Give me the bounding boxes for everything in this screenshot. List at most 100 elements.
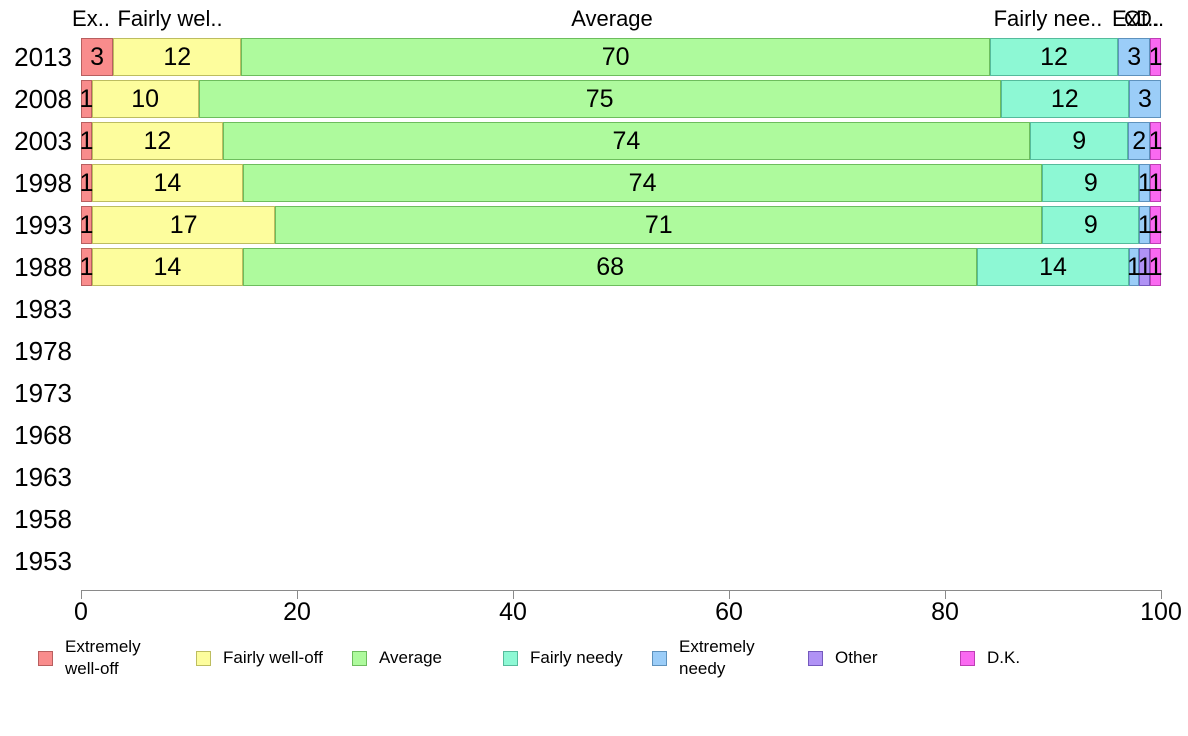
category-label-1963: 1963 — [14, 462, 72, 492]
segment-header-other: Ot.. — [1124, 6, 1160, 31]
bar-segment-average: 74 — [222, 122, 1031, 160]
category-label-2003: 2003 — [14, 126, 72, 156]
segment-value-label: 1 — [1148, 42, 1163, 71]
segment-value-label: 75 — [585, 84, 614, 113]
bar-segment-fairly-needy: 12 — [989, 38, 1119, 76]
bar-segment-fairly-needy: 9 — [1030, 122, 1129, 160]
segment-value-label: 1 — [79, 252, 94, 281]
bar-segment-extremely-needy: 3 — [1118, 38, 1151, 76]
legend-label: Other — [835, 647, 878, 667]
segment-header-extremely-well-off: Ex.. — [72, 6, 110, 31]
x-axis-tick — [945, 590, 946, 599]
legend-item-extremely-needy: Extremely needy — [652, 634, 755, 682]
segment-value-label: 17 — [169, 210, 198, 239]
bar-segment-fairly-needy: 14 — [977, 248, 1129, 286]
legend-item-other: Other — [808, 634, 878, 682]
bar-row-1998: 1 14 74 9 1 1 — [79, 164, 1163, 202]
x-axis-tick — [297, 590, 298, 599]
segment-value-label: 12 — [1040, 42, 1068, 71]
x-axis-tick — [513, 590, 514, 599]
segment-value-label: 1 — [1127, 252, 1141, 281]
bar-segment-extremely-well-off: 1 — [79, 206, 94, 244]
legend-label: Extremely well-off — [65, 636, 141, 678]
category-label-1988: 1988 — [14, 252, 72, 282]
legend-swatch-d-k — [960, 650, 975, 666]
bar-segment-d-k: 1 — [1148, 164, 1163, 202]
segment-header-fairly-well-off: Fairly wel.. — [117, 6, 223, 31]
bar-segment-average: 71 — [275, 206, 1043, 244]
segment-value-label: 1 — [1148, 252, 1163, 281]
segment-value-label: 74 — [628, 168, 657, 197]
legend-swatch-extremely-well-off — [38, 650, 53, 666]
segment-value-label: 12 — [163, 42, 192, 71]
segment-value-label: 3 — [1137, 84, 1152, 113]
segment-value-label: 1 — [1137, 252, 1152, 281]
legend-swatch-extremely-needy — [652, 650, 667, 666]
segment-value-label: 9 — [1083, 168, 1098, 197]
bar-segment-extremely-well-off: 1 — [79, 164, 94, 202]
bar-segment-extremely-well-off: 1 — [79, 248, 94, 286]
x-axis-tick-label: 80 — [931, 598, 959, 626]
bar-segment-extremely-needy: 1 — [1138, 164, 1152, 202]
bar-segment-d-k: 1 — [1148, 248, 1163, 286]
segment-value-label: 3 — [1127, 42, 1142, 71]
bar-segment-d-k: 1 — [1148, 122, 1163, 160]
legend-item-average: Average — [352, 634, 442, 682]
segment-value-label: 14 — [153, 168, 182, 197]
bar-row-1993: 1 17 71 9 1 1 — [79, 206, 1163, 244]
legend-label: Fairly well-off — [223, 647, 323, 667]
segment-value-label: 1 — [79, 126, 94, 155]
segment-value-label: 74 — [612, 126, 641, 155]
x-axis-tick-label: 100 — [1140, 598, 1182, 626]
bar-segment-d-k: 1 — [1149, 206, 1163, 244]
segment-value-label: 1 — [79, 84, 94, 113]
bar-segment-extremely-needy: 1 — [1127, 248, 1141, 286]
segment-header-d-k: D.. — [1136, 6, 1165, 31]
legend-item-fairly-needy: Fairly needy — [503, 634, 623, 682]
bar-segment-fairly-well-off: 14 — [91, 248, 243, 286]
x-axis-tick-label: 20 — [283, 598, 311, 626]
bar-row-2003: 1 12 74 9 2 1 — [79, 122, 1163, 160]
category-label-2013: 2013 — [14, 42, 72, 72]
segment-value-label: 1 — [79, 210, 94, 239]
segment-value-label: 68 — [596, 252, 625, 281]
bar-segment-fairly-well-off: 10 — [91, 80, 199, 118]
category-label-1993: 1993 — [14, 210, 72, 240]
bar-segment-average: 68 — [242, 248, 978, 286]
x-axis-tick-label: 40 — [499, 598, 527, 626]
segment-value-label: 12 — [1050, 84, 1079, 113]
bar-segment-extremely-needy: 1 — [1137, 206, 1152, 244]
bar-segment-average: 74 — [242, 164, 1043, 202]
legend-label: D.K. — [987, 647, 1021, 667]
segment-value-label: 10 — [131, 84, 160, 113]
x-axis-tick — [81, 590, 82, 599]
legend-swatch-fairly-needy — [503, 650, 518, 666]
x-axis-tick — [729, 590, 730, 599]
segment-value-label: 1 — [1148, 168, 1163, 197]
segment-value-label: 1 — [79, 168, 94, 197]
segment-value-label: 3 — [90, 42, 104, 71]
x-axis-tick-label: 0 — [74, 598, 88, 626]
bar-segment-extremely-well-off: 1 — [79, 80, 94, 118]
segment-value-label: 9 — [1083, 210, 1098, 239]
legend-swatch-fairly-well-off — [196, 650, 211, 666]
segment-value-label: 14 — [1039, 252, 1067, 281]
bar-segment-extremely-needy: 3 — [1128, 80, 1161, 118]
bar-segment-fairly-well-off: 12 — [113, 38, 242, 76]
legend-item-fairly-well-off: Fairly well-off — [196, 634, 323, 682]
bar-segment-other: 1 — [1137, 248, 1152, 286]
bar-segment-fairly-needy: 12 — [1000, 80, 1129, 118]
bar-segment-average: 70 — [241, 38, 990, 76]
segment-header-fairly-needy: Fairly nee.. — [993, 6, 1103, 31]
bar-segment-fairly-well-off: 14 — [91, 164, 243, 202]
bar-segment-d-k: 1 — [1148, 38, 1163, 76]
segment-value-label: 1 — [1148, 126, 1163, 155]
x-axis-line — [81, 590, 1162, 591]
segment-value-label: 1 — [1137, 210, 1152, 239]
legend-label: Average — [379, 647, 443, 667]
x-axis-tick — [1161, 590, 1162, 599]
segment-value-label: 14 — [153, 252, 182, 281]
bar-segment-fairly-well-off: 12 — [91, 122, 223, 160]
category-label-1968: 1968 — [14, 420, 72, 450]
